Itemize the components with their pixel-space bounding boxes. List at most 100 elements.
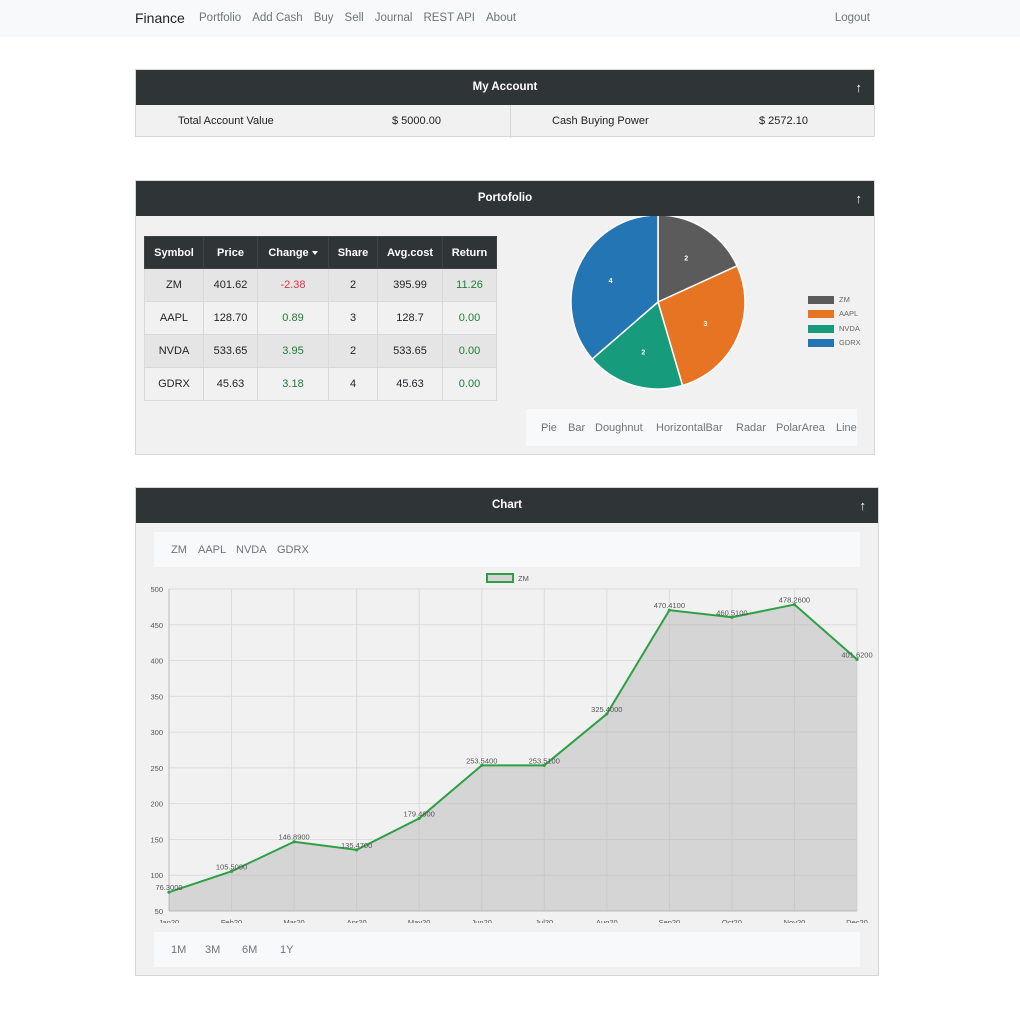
data-label: 325.4000 [591, 705, 622, 714]
cash-buying-power-label: Cash Buying Power [552, 115, 649, 127]
portfolio-panel-header[interactable]: Portofolio ↑ [136, 181, 874, 216]
nav-links: Portfolio Add Cash Buy Sell Journal REST… [199, 12, 527, 24]
table-row[interactable]: ZM 401.62 -2.38 2 395.99 11.26 [144, 268, 497, 302]
table-row[interactable]: NVDA 533.65 3.95 2 533.65 0.00 [144, 334, 497, 368]
y-tick-label: 400 [150, 657, 163, 666]
chart-title: Chart [491, 499, 523, 511]
tab-polar-area[interactable]: PolarArea [776, 422, 825, 434]
data-point [792, 602, 797, 607]
cell-price: 128.70 [203, 301, 258, 335]
column-label: Symbol [154, 246, 194, 259]
cell-avg-cost: 45.63 [377, 367, 443, 401]
cell-return: 11.26 [442, 268, 497, 302]
legend-swatch-aapl [808, 310, 834, 318]
column-label: Share [337, 246, 369, 259]
series-area-zm [169, 604, 857, 911]
data-point [480, 763, 484, 767]
legend-label-aapl[interactable]: AAPL [839, 309, 859, 318]
tab-line[interactable]: Line [836, 422, 857, 434]
legend-label-nvda[interactable]: NVDA [839, 324, 860, 333]
portfolio-title: Portofolio [477, 192, 533, 204]
table-row[interactable]: AAPL 128.70 0.89 3 128.7 0.00 [144, 301, 497, 335]
symbol-tab-aapl[interactable]: AAPL [198, 544, 227, 556]
tab-horizontal-bar[interactable]: HorizontalBar [656, 422, 723, 434]
column-header-price: Price [203, 236, 258, 269]
symbol-tab-zm[interactable]: ZM [171, 544, 187, 556]
range-tab-1m[interactable]: 1M [171, 944, 187, 956]
cell-share: 2 [328, 334, 378, 368]
data-label: 105.5000 [216, 862, 247, 871]
cell-price: 401.62 [203, 268, 258, 302]
legend-label-gdrx[interactable]: GDRX [839, 338, 861, 347]
collapse-arrow-icon[interactable]: ↑ [855, 80, 863, 95]
nav-link-buy[interactable]: Buy [313, 12, 334, 24]
column-label: Avg.cost [386, 246, 434, 259]
account-title: My Account [472, 81, 538, 93]
tab-doughnut[interactable]: Doughnut [595, 422, 643, 434]
account-panel-header[interactable]: My Account ↑ [136, 70, 874, 105]
data-point [292, 840, 296, 844]
legend-label-zm[interactable]: ZM [839, 295, 850, 304]
logout-link[interactable]: Logout [834, 12, 870, 24]
data-point [355, 848, 359, 852]
y-tick-label: 450 [150, 621, 163, 630]
nav-link-sell[interactable]: Sell [344, 12, 364, 24]
data-label: 478.2600 [779, 596, 810, 605]
x-tick-label: Mar20 [283, 918, 304, 923]
nav-link-add-cash[interactable]: Add Cash [252, 12, 303, 24]
x-tick-label: Oct20 [722, 918, 742, 923]
tab-bar[interactable]: Bar [568, 422, 586, 434]
x-tick-label: Apr20 [347, 918, 367, 923]
range-tab-1y[interactable]: 1Y [280, 944, 294, 956]
range-tab-3m[interactable]: 3M [205, 944, 221, 956]
cell-symbol: GDRX [144, 367, 204, 401]
collapse-arrow-icon[interactable]: ↑ [855, 191, 863, 206]
column-label: Price [217, 246, 244, 259]
tab-radar[interactable]: Radar [736, 422, 766, 434]
table-header-row: Symbol Price Change Share Avg.cost Retur… [144, 236, 497, 269]
data-label: 146.8900 [278, 833, 309, 842]
account-summary-row: Total Account Value $ 5000.00 Cash Buyin… [136, 105, 874, 138]
column-header-avg-cost: Avg.cost [377, 236, 443, 269]
tab-pie[interactable]: Pie [541, 422, 557, 434]
nav-link-journal[interactable]: Journal [374, 12, 413, 24]
price-line-chart: 50 100 150 200 250 300 350 400 450 500 Jan20 Feb20 M… [150, 573, 873, 923]
cell-avg-cost: 395.99 [377, 268, 443, 302]
chart-panel-header[interactable]: Chart ↑ [136, 488, 878, 523]
data-point [667, 608, 671, 612]
symbol-tab-gdrx[interactable]: GDRX [277, 544, 309, 556]
pie-slice-label-zm: 2 [684, 256, 688, 263]
cell-price: 533.65 [203, 334, 258, 368]
data-label: 179.4800 [404, 809, 435, 818]
cell-change: 0.89 [257, 301, 329, 335]
cell-change: -2.38 [257, 268, 329, 302]
data-point [167, 890, 171, 894]
pie-slice-label-nvda: 2 [641, 350, 645, 357]
x-tick-label: Jun20 [472, 918, 492, 923]
legend-swatch-zm [486, 573, 514, 583]
column-header-symbol: Symbol [144, 236, 204, 269]
range-tab-6m[interactable]: 6M [242, 944, 258, 956]
x-tick-label: Sep20 [659, 918, 681, 923]
nav-link-portfolio[interactable]: Portfolio [199, 12, 242, 24]
cell-symbol: ZM [144, 268, 204, 302]
cell-share: 2 [328, 268, 378, 302]
data-label: 460.5100 [716, 608, 747, 617]
table-row[interactable]: GDRX 45.63 3.18 4 45.63 0.00 [144, 367, 497, 401]
nav-link-rest-api[interactable]: REST API [423, 12, 475, 24]
legend-label-zm[interactable]: ZM [518, 574, 529, 583]
y-tick-label: 350 [150, 692, 163, 701]
pie-slice-label-aapl: 3 [704, 321, 708, 328]
sort-caret-icon[interactable] [311, 250, 318, 255]
brand-link[interactable]: Finance [135, 10, 185, 26]
nav-link-about[interactable]: About [486, 12, 517, 24]
data-point [417, 816, 421, 820]
account-divider [510, 105, 511, 138]
x-tick-label: Aug20 [596, 918, 618, 923]
column-label: Return [451, 246, 488, 259]
cell-change: 3.95 [257, 334, 329, 368]
column-header-change[interactable]: Change [257, 236, 329, 269]
y-tick-label: 50 [155, 907, 163, 916]
symbol-tab-nvda[interactable]: NVDA [236, 544, 267, 556]
collapse-arrow-icon[interactable]: ↑ [859, 498, 867, 513]
